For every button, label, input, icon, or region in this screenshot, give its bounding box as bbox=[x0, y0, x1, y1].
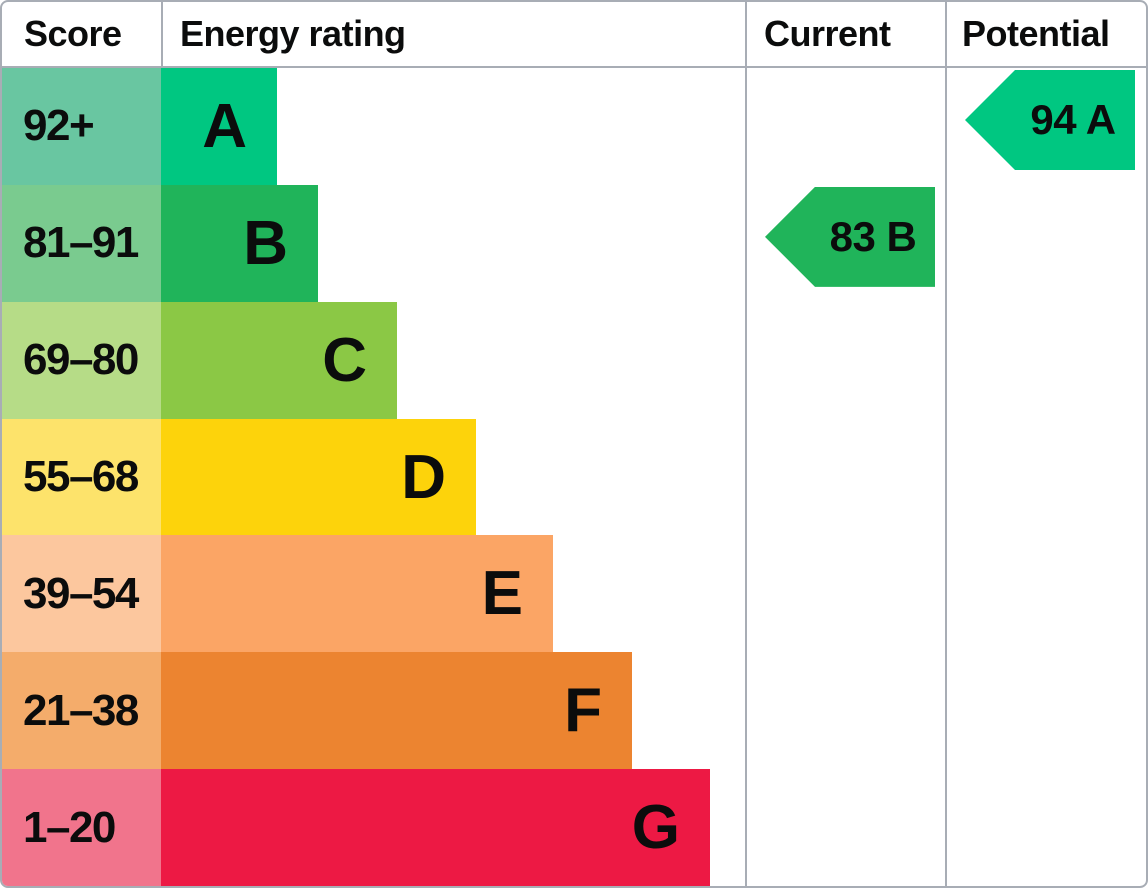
band-row-c: 69–80 C bbox=[2, 301, 1146, 419]
header-potential: Potential bbox=[962, 13, 1110, 54]
rating-bar-c: C bbox=[161, 301, 397, 419]
score-range-b: 81–91 bbox=[2, 184, 161, 302]
score-range-c: 69–80 bbox=[2, 301, 161, 419]
rating-bar-f: F bbox=[161, 652, 632, 770]
score-range-e: 39–54 bbox=[2, 535, 161, 653]
table-header: Score Energy rating Current Potential bbox=[2, 2, 1146, 68]
score-range-a: 92+ bbox=[2, 68, 161, 185]
band-row-d: 55–68 D bbox=[2, 418, 1146, 536]
band-row-a: 92+ A bbox=[2, 68, 1146, 185]
rating-bar-b: B bbox=[161, 184, 318, 302]
band-row-f: 21–38 F bbox=[2, 652, 1146, 770]
header-current: Current bbox=[747, 2, 947, 66]
score-range-f: 21–38 bbox=[2, 652, 161, 770]
band-row-b: 81–91 B bbox=[2, 184, 1146, 302]
rating-bar-e: E bbox=[161, 535, 553, 653]
band-row-g: 1–20 G bbox=[2, 769, 1146, 886]
current-rating-label: 83 B bbox=[829, 212, 917, 260]
column-divider-current bbox=[745, 68, 747, 886]
score-range-g: 1–20 bbox=[2, 769, 161, 886]
column-divider-potential bbox=[945, 68, 947, 886]
score-range-d: 55–68 bbox=[2, 418, 161, 536]
rating-bands: 83 B 94 A 92+ A 81–91 B 69–80 C 55–68 D 39–54 E 21… bbox=[2, 68, 1146, 886]
rating-bar-a: A bbox=[161, 68, 277, 185]
potential-rating-label: 94 A bbox=[1030, 96, 1116, 143]
band-row-e: 39–54 E bbox=[2, 535, 1146, 653]
rating-bar-d: D bbox=[161, 418, 476, 536]
rating-bar-g: G bbox=[161, 769, 710, 886]
header-score: Score bbox=[2, 2, 163, 66]
header-energy-rating: Energy rating bbox=[163, 2, 747, 66]
